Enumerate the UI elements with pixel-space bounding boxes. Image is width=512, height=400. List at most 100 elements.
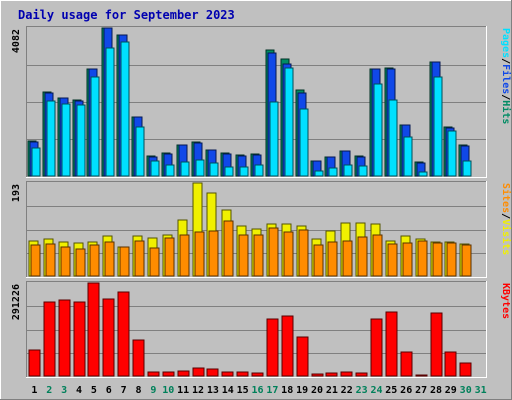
- bar-sites-day-27: [417, 240, 428, 277]
- panel-visits-sites: 193 Sites/Visits: [11, 181, 512, 278]
- bar-kbytes-day-23: [355, 372, 368, 377]
- x-tick-label-day-4: 4: [76, 385, 82, 396]
- bar-kbytes-day-21: [325, 372, 338, 377]
- series-label-part: Files: [500, 64, 512, 94]
- bar-sites-day-23: [357, 236, 368, 277]
- bar-kbytes-day-15: [236, 371, 249, 377]
- bar-sites-day-9: [149, 247, 160, 277]
- bar-kbytes-day-7: [117, 291, 130, 377]
- series-label-part: KBytes: [500, 283, 511, 319]
- bar-kbytes-day-2: [43, 301, 56, 377]
- y-axis-max-label: 193: [11, 184, 22, 202]
- series-label-part: /: [500, 213, 511, 219]
- x-tick-label-day-24: 24: [370, 385, 382, 396]
- bar-kbytes-day-17: [266, 318, 279, 377]
- x-tick-label-day-22: 22: [341, 385, 353, 396]
- bar-pages-day-8: [135, 126, 145, 177]
- bar-pages-day-21: [328, 167, 338, 177]
- bar-sites-day-11: [179, 234, 190, 277]
- x-tick-label-day-15: 15: [237, 385, 249, 396]
- bar-kbytes-day-16: [251, 372, 264, 377]
- bar-pages-day-18: [284, 67, 294, 177]
- bar-pages-day-10: [165, 164, 175, 177]
- y-axis-max-label: 4082: [11, 29, 22, 53]
- bar-kbytes-day-9: [147, 371, 160, 377]
- x-tick-label-day-19: 19: [296, 385, 308, 396]
- bar-kbytes-day-13: [206, 368, 219, 377]
- bar-sites-day-8: [134, 240, 145, 277]
- bar-sites-day-24: [372, 234, 383, 277]
- panel-hits-files-pages: 4082 Pages/Files/Hits: [11, 26, 512, 178]
- bar-sites-day-16: [253, 234, 264, 277]
- bar-kbytes-day-24: [370, 318, 383, 377]
- bar-sites-day-7: [119, 246, 130, 277]
- x-tick-label-day-1: 1: [31, 385, 37, 396]
- x-tick-label-day-30: 30: [460, 385, 472, 396]
- bar-kbytes-day-27: [415, 374, 428, 377]
- x-tick-label-day-6: 6: [106, 385, 112, 396]
- bar-kbytes-day-4: [73, 301, 86, 377]
- x-tick-label-day-23: 23: [356, 385, 368, 396]
- bar-sites-day-5: [89, 244, 100, 277]
- bar-pages-day-30: [462, 160, 472, 177]
- x-tick-label-day-17: 17: [266, 385, 278, 396]
- bar-kbytes-day-14: [221, 371, 234, 377]
- series-label-part: /: [500, 58, 511, 64]
- x-tick-label-day-20: 20: [311, 385, 323, 396]
- bar-pages-day-29: [447, 130, 457, 177]
- bar-kbytes-day-28: [430, 312, 443, 377]
- bar-kbytes-day-10: [162, 371, 175, 377]
- panel-kbytes: 291226 KBytes: [11, 281, 511, 378]
- x-tick-label-day-27: 27: [415, 385, 427, 396]
- bar-sites-day-22: [342, 240, 353, 277]
- bar-kbytes-day-18: [281, 315, 294, 377]
- series-label-part: Visits: [500, 219, 512, 255]
- bar-pages-day-5: [90, 76, 100, 177]
- y-axis-series-label: KBytes: [500, 283, 511, 319]
- bar-sites-day-20: [313, 244, 324, 277]
- x-tick-label-day-9: 9: [150, 385, 156, 396]
- series-label-part: Hits: [500, 100, 512, 124]
- bar-kbytes-day-1: [28, 349, 41, 377]
- bar-kbytes-day-11: [177, 370, 190, 377]
- bar-kbytes-day-12: [192, 367, 205, 377]
- x-tick-label-day-13: 13: [207, 385, 219, 396]
- bar-sites-day-6: [104, 241, 115, 277]
- bar-sites-day-17: [268, 227, 279, 277]
- x-tick-label-day-11: 11: [177, 385, 189, 396]
- bar-pages-day-23: [358, 165, 368, 177]
- bar-pages-day-15: [239, 166, 249, 177]
- bar-kbytes-day-29: [444, 351, 457, 377]
- bar-sites-day-4: [75, 248, 86, 277]
- bar-pages-day-13: [209, 162, 219, 177]
- bar-kbytes-day-8: [132, 339, 145, 377]
- bar-pages-day-1: [31, 147, 41, 177]
- bar-sites-day-3: [60, 246, 71, 277]
- bar-sites-day-21: [327, 241, 338, 277]
- chart-title: Daily usage for September 2023: [18, 8, 235, 22]
- x-tick-label-day-25: 25: [385, 385, 397, 396]
- bar-pages-day-16: [254, 164, 264, 177]
- bar-kbytes-day-26: [400, 351, 413, 377]
- bar-pages-day-14: [224, 166, 234, 177]
- x-tick-label-day-5: 5: [91, 385, 97, 396]
- x-tick-label-day-14: 14: [222, 385, 234, 396]
- x-tick-label-day-3: 3: [61, 385, 67, 396]
- bar-pages-day-7: [120, 41, 130, 177]
- x-tick-label-day-18: 18: [281, 385, 293, 396]
- bar-sites-day-18: [283, 231, 294, 277]
- bar-sites-day-19: [298, 229, 309, 277]
- bar-sites-day-2: [45, 243, 56, 277]
- bar-kbytes-day-30: [459, 362, 472, 377]
- x-tick-label-day-8: 8: [135, 385, 141, 396]
- bar-sites-day-26: [402, 242, 413, 277]
- x-tick-label-day-31: 31: [475, 385, 487, 396]
- x-tick-label-day-12: 12: [192, 385, 204, 396]
- bar-pages-day-2: [46, 100, 56, 177]
- bar-kbytes-day-19: [296, 336, 309, 377]
- bar-sites-day-14: [223, 220, 234, 277]
- x-tick-label-day-21: 21: [326, 385, 338, 396]
- y-axis-max-label: 291226: [11, 284, 22, 320]
- y-axis-series-label: Pages/Files/Hits: [500, 28, 512, 124]
